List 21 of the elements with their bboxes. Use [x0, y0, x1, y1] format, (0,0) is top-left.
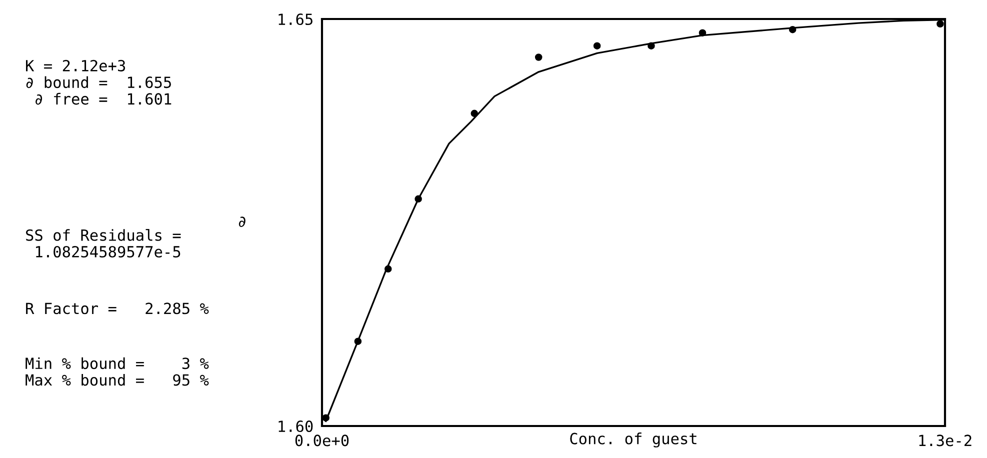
text: K = 2.12e+3 ∂ bound = 1.655 ∂ free = 1.601 — [26, 60, 172, 105]
point — [936, 20, 944, 28]
x-tick-label: 1.3e-2 — [919, 434, 972, 446]
point — [593, 42, 601, 50]
point — [788, 26, 796, 34]
text: R Factor = 2.285 % — [26, 302, 209, 314]
point — [648, 42, 655, 50]
text: SS of Residuals = 1.08254589577e-5 — [26, 229, 181, 258]
point — [534, 54, 542, 61]
y-tick-label: 1.65 — [278, 14, 312, 26]
y-tick-label: 1.60 — [278, 420, 313, 432]
point — [322, 414, 330, 422]
x-tick-label: 0.0e+0 — [295, 434, 349, 446]
text: Min % bound = 3 % Max % bound = 95 % — [26, 357, 209, 386]
y-axis-title: ∂ — [238, 216, 246, 227]
point — [698, 29, 706, 36]
x-axis-title: Conc. of guest — [570, 432, 696, 448]
point — [470, 110, 478, 118]
point — [354, 338, 362, 345]
point — [414, 195, 422, 203]
point — [384, 265, 392, 273]
